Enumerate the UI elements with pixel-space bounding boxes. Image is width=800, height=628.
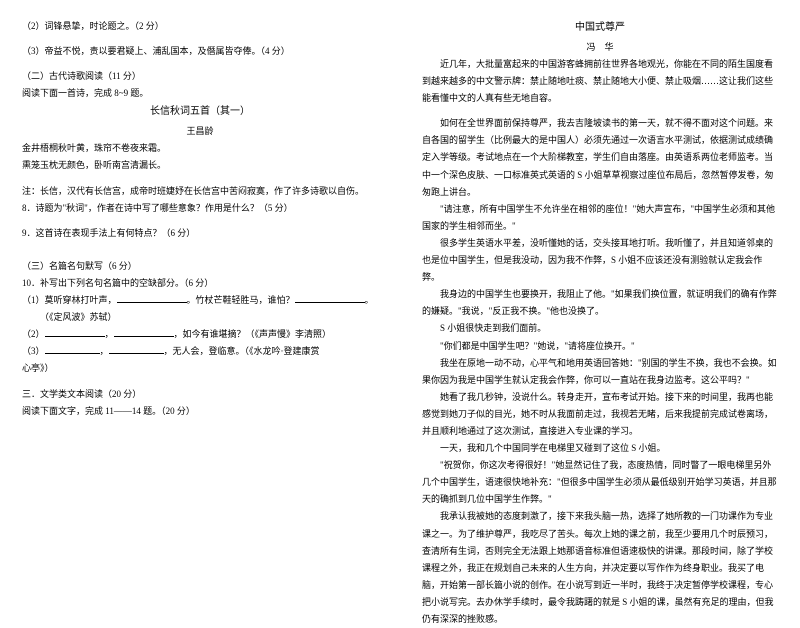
para-4: 很多学生英语水平差，没听懂她的话，交头接耳地打听。我听懂了，并且知道邻桌的也是位… — [422, 235, 778, 286]
para-11: "祝贺你，你这次考得很好！"她显然记住了我，态度热情，同时瞥了一眼电梯里另外几个… — [422, 457, 778, 508]
question-10: 10．补写出下列名句名篇中的空缺部分。（6 分） — [22, 275, 378, 292]
question-3: （3）帝益不悦，责以要君疑上、浦乱国本，及僭属皆夺俸。（4 分） — [22, 43, 378, 60]
para-6: S 小姐很快走到我们面前。 — [422, 320, 778, 337]
q10-sub3: （3），，无人会，登临意。（《水龙吟·登建康赏 — [22, 343, 378, 360]
poem-title: 长信秋词五首（其一） — [22, 102, 378, 122]
article-author: 冯 华 — [422, 38, 778, 56]
poem-line-1: 金井梧桐秋叶黄，珠帘不卷夜来霜。 — [22, 140, 378, 157]
question-8: 8．诗题为"秋词"，作者在诗中写了哪些意象？作用是什么？（5 分） — [22, 200, 378, 217]
para-12: 我承认我被她的态度刺激了，接下来我头脑一热，选择了她所教的一门功课作为专业课之一… — [422, 508, 778, 628]
poem-line-2: 熏笼玉枕无颜色，卧听南宫清漏长。 — [22, 157, 378, 174]
article-title: 中国式尊严 — [422, 18, 778, 38]
lit-intro: 阅读下面文字，完成 11——14 题。（20 分） — [22, 403, 378, 420]
para-7: "你们都是中国学生吧？"她说，"请将座位换开。" — [422, 338, 778, 355]
q10-sub2: （2），，如今有谁堪摘？（《声声慢》李清照） — [22, 326, 378, 343]
section-lit-heading: 三．文学类文本阅读（20 分） — [22, 386, 378, 403]
para-1: 近几年，大批量富起来的中国游客蜂拥前往世界各地观光，你能在不同的陌生国度看到越来… — [422, 56, 778, 107]
section-3-heading: （三）名篇名句默写（6 分） — [22, 258, 378, 275]
question-9: 9．这首诗在表现手法上有何特点？（6 分） — [22, 225, 378, 242]
q10-sub1-src: （《定风波》苏轼） — [22, 309, 378, 326]
question-2: （2）词锋悬挚，时论题之。（2 分） — [22, 18, 378, 35]
section-2-intro: 阅读下面一首诗，完成 8~9 题。 — [22, 85, 378, 102]
para-3: "请注意，所有中国学生不允许坐在相邻的座位！"她大声宣布，"中国学生必须和其他国… — [422, 201, 778, 235]
para-10: 一天，我和几个中国同学在电梯里又碰到了这位 S 小姐。 — [422, 440, 778, 457]
poem-note: 注：长信，汉代有长信宫，成帝时班婕妤在长信宫中苦闷寂寞，作了许多诗歌以自伤。 — [22, 183, 378, 200]
poem-author: 王昌龄 — [22, 122, 378, 140]
section-2-heading: （二）古代诗歌阅读（11 分） — [22, 68, 378, 85]
q10-sub1: （1）莫听穿林打叶声，。竹杖芒鞋轻胜马，谁怕？。 — [22, 292, 378, 309]
q10-sub3-cont: 心亭》） — [22, 360, 378, 377]
para-9: 她看了我几秒钟，没说什么。转身走开，宣布考试开始。接下来的时间里，我再也能感觉到… — [422, 389, 778, 440]
para-8: 我坐在原地一动不动，心平气和地用英语回答她："别国的学生不换，我也不会换。如果你… — [422, 355, 778, 389]
para-2: 如何在全世界面前保持尊严，我去吉隆坡读书的第一天，就不得不面对这个问题。来自各国… — [422, 115, 778, 200]
para-5: 我身边的中国学生也要换开，我阻止了他。"如果我们换位置，就证明我们的确有作弊的嫌… — [422, 286, 778, 320]
